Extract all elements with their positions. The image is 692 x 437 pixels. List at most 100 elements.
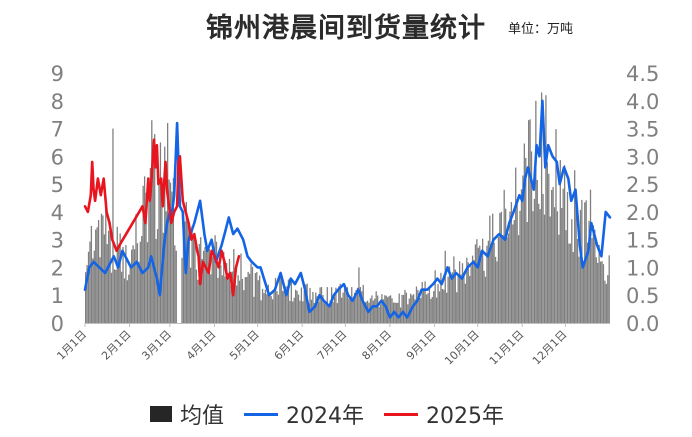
mean-bar [236, 285, 238, 323]
mean-bar [274, 278, 277, 323]
mean-bar [154, 134, 156, 323]
mean-bar [489, 215, 491, 323]
x-tick-label: 9月1日 [404, 328, 439, 363]
mean-bar [190, 267, 192, 323]
mean-bar [161, 188, 163, 323]
mean-bar [162, 232, 164, 323]
mean-bar [234, 280, 236, 323]
mean-bar [586, 242, 589, 323]
mean-bar [286, 286, 288, 323]
mean-bar [93, 250, 95, 323]
mean-bar [126, 280, 128, 323]
mean-bar [384, 295, 386, 323]
mean-bar [404, 289, 406, 323]
mean-bar [217, 277, 219, 323]
mean-bar [523, 143, 525, 323]
mean-bar [345, 287, 347, 323]
mean-bar [548, 173, 550, 323]
mean-bar [356, 287, 359, 323]
mean-bar [122, 246, 124, 323]
mean-bar [382, 299, 385, 323]
mean-bar [480, 254, 482, 323]
mean-bar [447, 276, 449, 323]
mean-bar [448, 266, 451, 323]
mean-bar [95, 229, 97, 323]
mean-bar [353, 292, 356, 323]
mean-bar [579, 209, 582, 323]
mean-bar [595, 257, 597, 323]
mean-bar [279, 276, 281, 323]
mean-bar [115, 269, 117, 323]
y-right-tick-label: 2.0 [626, 201, 659, 225]
mean-bar [500, 211, 502, 323]
mean-bar [305, 284, 307, 323]
mean-bar [270, 296, 272, 323]
mean-bar [402, 294, 405, 323]
mean-bar [333, 296, 336, 323]
mean-bar [533, 198, 536, 323]
mean-bar [96, 227, 98, 323]
mean-bar [338, 286, 340, 323]
mean-bar [316, 296, 318, 323]
mean-bar [256, 272, 258, 323]
mean-bar [110, 272, 113, 323]
mean-bar [591, 238, 593, 323]
legend-label-2024: 2024年 [286, 404, 365, 429]
mean-bar [125, 245, 127, 323]
mean-bar [297, 294, 300, 323]
mean-bar [349, 296, 351, 323]
mean-bar [509, 211, 511, 323]
mean-bar [479, 245, 481, 323]
mean-bar [516, 199, 518, 323]
mean-bar [492, 213, 494, 323]
mean-bar [158, 184, 160, 323]
legend-item-mean: 均值 [150, 398, 224, 430]
mean-bar [575, 198, 577, 323]
legend-label-2025: 2025年 [426, 404, 505, 429]
mean-bar [477, 247, 479, 323]
mean-bar [85, 272, 87, 323]
y-right-tick-label: 4.0 [626, 90, 659, 114]
mean-bar [569, 243, 572, 323]
mean-bar [336, 303, 338, 323]
mean-bar [282, 290, 284, 323]
mean-bar [415, 286, 418, 323]
mean-bar [443, 289, 445, 323]
mean-bar [303, 290, 305, 323]
mean-bar [556, 211, 559, 323]
mean-bar [205, 242, 208, 323]
mean-bar [359, 287, 362, 323]
mean-bar [246, 277, 248, 323]
mean-bar [551, 189, 553, 323]
mean-bar [109, 221, 111, 323]
mean-bar [128, 274, 130, 323]
mean-bar [378, 307, 380, 323]
legend-swatch-2024 [244, 412, 279, 416]
x-tick-label: 4月1日 [184, 328, 219, 363]
mean-bar [515, 167, 517, 323]
mean-bar [440, 272, 442, 323]
mean-bar [259, 275, 261, 323]
mean-bar [372, 300, 374, 323]
mean-bar [571, 219, 573, 323]
mean-bar [601, 261, 603, 323]
mean-bar [135, 214, 137, 323]
mean-bar [116, 226, 118, 323]
mean-bar [467, 262, 469, 323]
mean-bar [502, 234, 504, 323]
mean-bar [218, 262, 221, 323]
mean-bar [454, 269, 456, 323]
mean-bar [299, 300, 301, 323]
mean-bar [358, 267, 360, 323]
mean-bar [471, 255, 474, 323]
mean-bar [486, 245, 488, 323]
mean-bar [309, 288, 311, 323]
mean-bar [430, 298, 432, 323]
mean-bar [263, 293, 265, 323]
mean-bar [519, 210, 521, 323]
mean-bar [228, 258, 231, 323]
x-tick-label: 3月1日 [139, 328, 174, 363]
x-tick-label: 11月1日 [487, 328, 527, 368]
mean-bar [142, 185, 144, 323]
mean-bar [264, 289, 267, 323]
